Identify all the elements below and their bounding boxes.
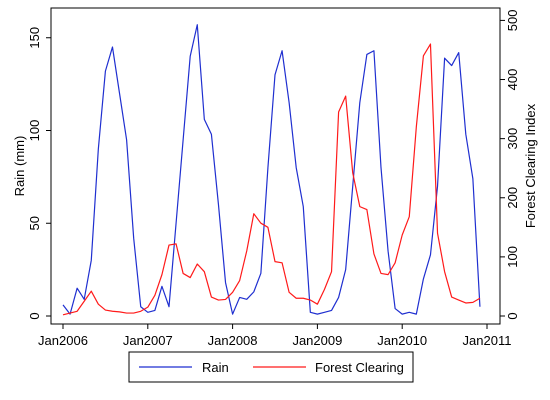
legend: Rain Forest Clearing (128, 351, 414, 383)
right-tick-label: 300 (505, 128, 520, 150)
x-tick-label: Jan2010 (377, 333, 427, 348)
x-tick-label: Jan2006 (38, 333, 88, 348)
left-tick-label: 50 (27, 216, 42, 230)
left-axis-ticks: 0 50 100 150 (27, 27, 51, 320)
plot-frame (50, 7, 501, 325)
series-line-forest-clearing (62, 43, 481, 316)
x-tick-label: Jan2009 (292, 333, 342, 348)
x-tick-label: Jan2007 (123, 333, 173, 348)
legend-label-forest-clearing: Forest Clearing (315, 360, 404, 375)
x-tick-label: Jan2008 (208, 333, 258, 348)
x-axis-ticks: Jan2006 Jan2007 Jan2008 Jan2009 Jan2010 Jan20… (38, 324, 511, 348)
left-axis-title: Rain (mm) (12, 136, 27, 197)
left-tick-label: 0 (27, 312, 42, 319)
legend-label-rain: Rain (202, 360, 229, 375)
series-line-rain (62, 24, 481, 315)
x-tick-label: Jan2011 (463, 333, 512, 348)
right-tick-label: 0 (505, 312, 520, 319)
right-axis-title: Forest Clearing Index (523, 103, 538, 228)
left-tick-label: 150 (27, 27, 42, 49)
left-tick-label: 100 (27, 120, 42, 142)
right-tick-label: 100 (505, 246, 520, 268)
right-tick-label: 400 (505, 69, 520, 91)
right-tick-label: 500 (505, 10, 520, 32)
right-tick-label: 200 (505, 187, 520, 209)
right-axis-ticks: 0 100 200 300 400 500 (500, 10, 520, 320)
series-layer (62, 24, 481, 316)
